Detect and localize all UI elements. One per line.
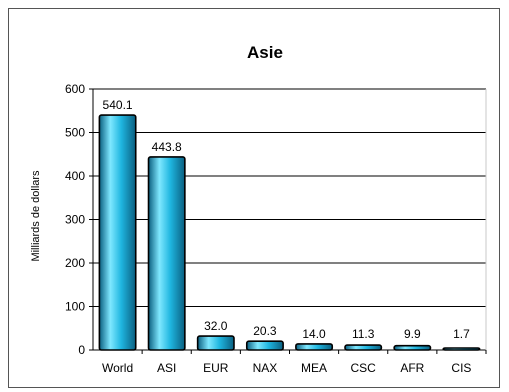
x-tick-label-mea: MEA xyxy=(301,361,327,375)
plot-area: 0 100 200 300 400 500 600 540.1 World 443.8 ASI 32.… xyxy=(65,82,487,375)
bar-eur xyxy=(196,335,235,351)
x-tick-label-cis: CIS xyxy=(451,361,471,375)
data-label-nax: 20.3 xyxy=(253,324,277,338)
x-tick-label-asi: ASI xyxy=(157,361,176,375)
bar-csc xyxy=(344,344,383,351)
y-axis-label: Milliards de dollars xyxy=(30,170,42,262)
y-tick-label-600: 600 xyxy=(65,82,85,96)
y-tick-label-200: 200 xyxy=(65,256,85,270)
x-tick-label-nax: NAX xyxy=(253,361,278,375)
bar-asi xyxy=(147,156,186,351)
x-tick-label-world: World xyxy=(102,361,133,375)
bar-nax xyxy=(245,340,284,351)
bar-world xyxy=(98,114,137,351)
data-label-world: 540.1 xyxy=(103,98,133,112)
data-label-eur: 32.0 xyxy=(204,319,228,333)
bar-cis xyxy=(442,347,481,351)
y-tick-label-0: 0 xyxy=(78,343,85,357)
data-label-afr: 9.9 xyxy=(404,327,421,341)
y-tick-label-500: 500 xyxy=(65,126,85,140)
y-tick-label-100: 100 xyxy=(65,300,85,314)
data-label-mea: 14.0 xyxy=(302,327,326,341)
chart-frame: Asie Milliards de dollars 0 100 200 300 400 5… xyxy=(8,8,500,388)
bar-afr xyxy=(393,344,432,351)
data-label-csc: 11.3 xyxy=(352,327,375,341)
y-tick-label-400: 400 xyxy=(65,169,85,183)
chart-title: Asie xyxy=(247,43,283,62)
y-tick-label-300: 300 xyxy=(65,213,85,227)
bar-mea xyxy=(295,343,334,351)
x-tick-label-afr: AFR xyxy=(400,361,424,375)
x-tick-label-csc: CSC xyxy=(351,361,377,375)
data-label-asi: 443.8 xyxy=(152,140,182,154)
x-tick-label-eur: EUR xyxy=(203,361,229,375)
data-label-cis: 1.7 xyxy=(453,327,470,341)
chart-svg: Asie Milliards de dollars 0 100 200 300 400 5… xyxy=(30,43,487,375)
